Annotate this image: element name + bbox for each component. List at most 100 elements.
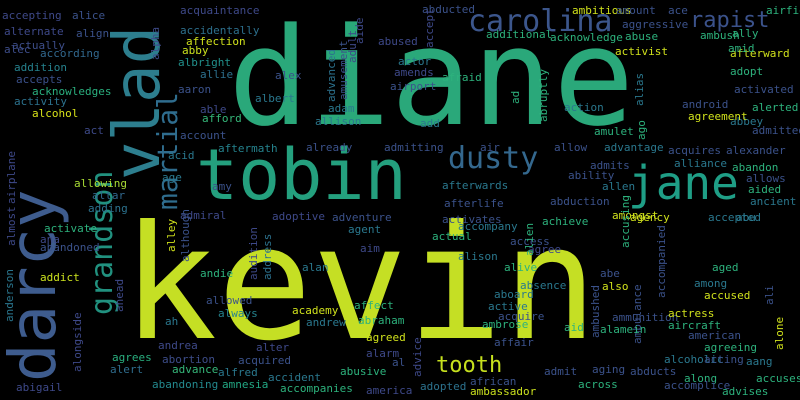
cloud-word: afford [202, 112, 242, 125]
cloud-word: aboard [494, 288, 534, 301]
cloud-word: tobin [196, 134, 407, 216]
cloud-word: almost [5, 206, 18, 246]
cloud-word: allen [602, 180, 636, 193]
cloud-word: alan [302, 261, 329, 274]
cloud-word: across [578, 378, 618, 391]
cloud-word: acid [168, 149, 195, 162]
cloud-word: absence [520, 279, 567, 292]
cloud-word: always [218, 307, 258, 320]
cloud-word: alert [110, 363, 144, 376]
cloud-word: alternate [4, 25, 64, 38]
cloud-word: already [306, 141, 353, 154]
cloud-word: abduction [550, 195, 610, 208]
cloud-word: alamein [600, 323, 647, 336]
cloud-word: tooth [436, 353, 503, 378]
cloud-word: alexander [726, 144, 786, 157]
cloud-word: amount [616, 4, 656, 17]
cloud-word: agrees [112, 351, 152, 364]
cloud-word: ability [568, 169, 615, 182]
cloud-word: al [392, 356, 406, 369]
cloud-word: abraham [358, 314, 405, 327]
cloud-word: advises [722, 385, 769, 398]
cloud-word: ahead [113, 278, 126, 312]
cloud-word: activist [615, 45, 668, 58]
cloud-word: accepted [708, 211, 761, 224]
cloud-word: advance [172, 363, 219, 376]
cloud-word: ambush [700, 29, 740, 42]
cloud-word: alone [773, 316, 786, 350]
cloud-word: alongside [71, 312, 84, 372]
cloud-word: advanced [325, 49, 338, 102]
cloud-word: aaron [178, 83, 212, 96]
cloud-word: aftermath [218, 142, 278, 155]
cloud-word: amid [728, 42, 755, 55]
cloud-word: address [261, 233, 274, 280]
cloud-word: ambassador [470, 385, 537, 398]
cloud-word: actual [432, 230, 472, 243]
cloud-word: aged [712, 261, 739, 274]
cloud-word: andie [200, 267, 234, 280]
cloud-word: anderson [3, 269, 16, 322]
cloud-word: academy [292, 304, 339, 317]
cloud-word: agree [528, 243, 562, 256]
cloud-word: abusive [340, 365, 387, 378]
cloud-word: affair [494, 336, 534, 349]
cloud-word: alive [504, 261, 538, 274]
cloud-word: action [564, 101, 604, 114]
cloud-word: add [420, 117, 440, 130]
cloud-word: achieve [542, 215, 589, 228]
cloud-word: abortion [162, 353, 215, 366]
cloud-word: allison [315, 115, 362, 128]
cloud-word: acquire [498, 310, 545, 323]
cloud-word: afterlife [444, 197, 504, 210]
cloud-word: airplane [5, 151, 18, 204]
cloud-word: afterward [730, 47, 790, 60]
cloud-word: aging [592, 363, 626, 376]
cloud-word: abruptly [537, 69, 550, 122]
cloud-word: ancient [750, 195, 797, 208]
cloud-word: allowing [74, 177, 127, 190]
cloud-word: afraid [442, 71, 482, 84]
cloud-word: acting [704, 353, 744, 366]
cloud-word: aid [564, 321, 584, 334]
cloud-word: abu [736, 211, 756, 224]
cloud-word: andrea [158, 339, 198, 352]
cloud-word: accuses [756, 372, 800, 385]
cloud-word: diane [228, 0, 635, 156]
cloud-word: android [682, 98, 729, 111]
cloud-word: andrew [306, 316, 346, 329]
cloud-word: abuse [625, 30, 659, 43]
cloud-word: accepts [16, 73, 63, 86]
cloud-word: admitted [752, 124, 800, 137]
cloud-word: accompanies [280, 382, 353, 395]
cloud-word: adoptive [272, 210, 325, 223]
cloud-word: accepting [2, 9, 62, 22]
cloud-word: abbey [730, 115, 764, 128]
cloud-word: aide [353, 17, 366, 45]
cloud-word: alien [523, 222, 536, 256]
cloud-word: adopt [730, 65, 764, 78]
cloud-word: amongst [612, 209, 659, 222]
cloud-word: accompanied [655, 225, 668, 298]
cloud-word: agency [630, 211, 670, 224]
cloud-word: agreeing [704, 341, 757, 354]
cloud-word: affection [186, 35, 246, 48]
cloud-word: among [694, 277, 728, 290]
cloud-word: ad [509, 90, 522, 104]
cloud-word: accused [704, 289, 751, 302]
cloud-word: agreement [688, 110, 748, 123]
cloud-word: advantage [604, 141, 664, 154]
cloud-word: rapist [690, 8, 770, 33]
cloud-word: acknowledges [32, 85, 112, 98]
cloud-word: amy [212, 180, 232, 193]
cloud-word: ace [668, 4, 688, 17]
cloud-word: amnesia [222, 378, 269, 391]
cloud-word: carolina [468, 4, 613, 39]
cloud-word: adding [88, 202, 128, 215]
cloud-word: additional [486, 28, 553, 41]
cloud-word: acquaintance [180, 4, 260, 17]
cloud-word: addict [40, 271, 80, 284]
cloud-word: america [366, 384, 413, 397]
cloud-word: albright [178, 56, 231, 69]
